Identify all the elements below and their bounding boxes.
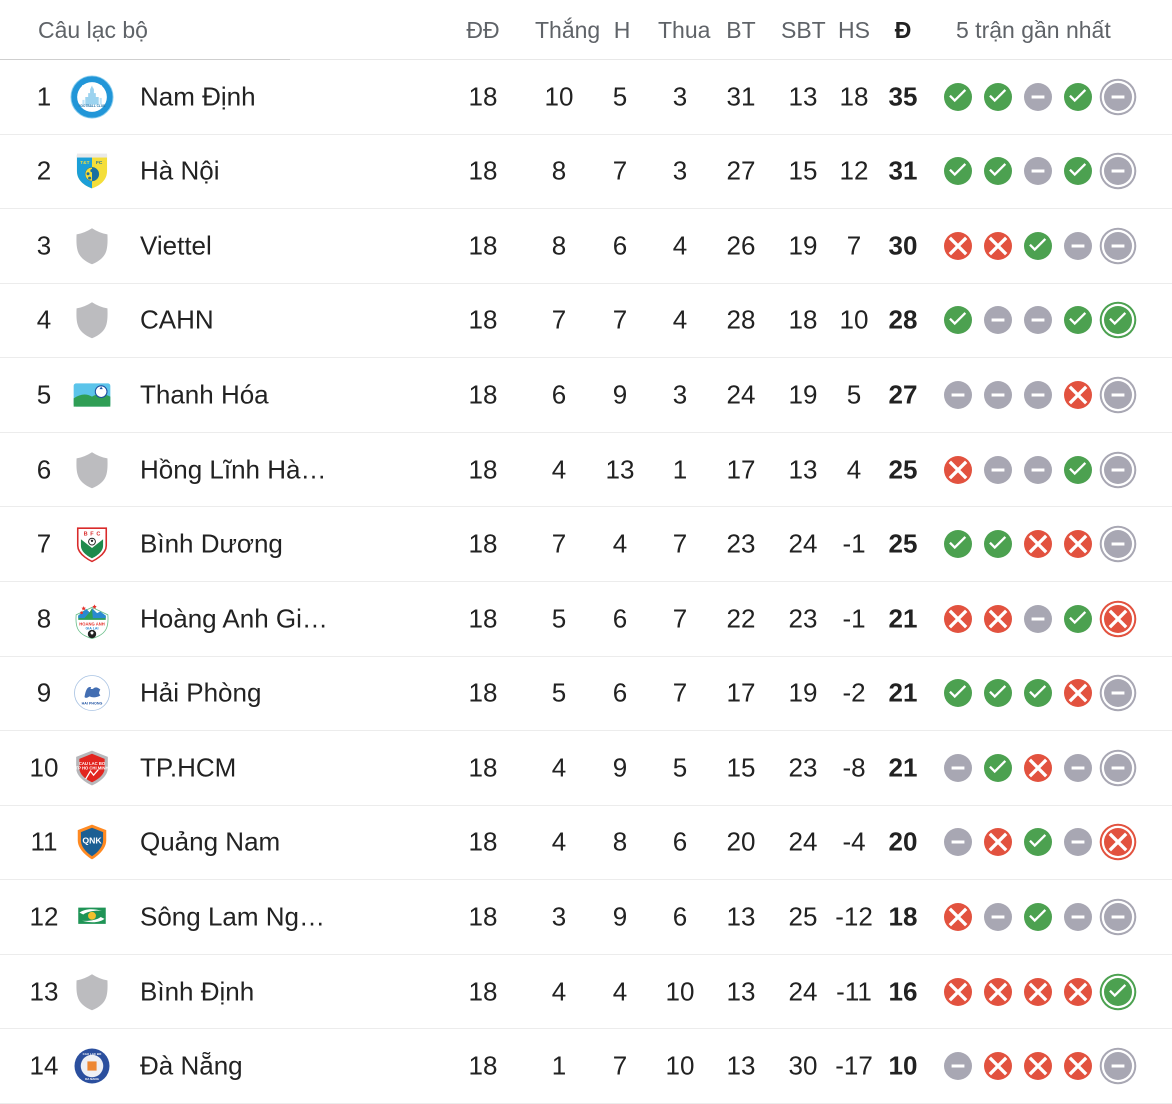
svg-text:GIA LAI: GIA LAI: [86, 626, 99, 630]
svg-text:QNK: QNK: [82, 836, 102, 846]
svg-text:CAU LAC BO: CAU LAC BO: [83, 1052, 102, 1056]
svg-text:F: F: [90, 531, 94, 537]
svg-text:C: C: [96, 531, 100, 537]
svg-text:HOANG ANH: HOANG ANH: [79, 621, 104, 626]
svg-text:B: B: [84, 531, 88, 537]
svg-text:DA NANG: DA NANG: [85, 1077, 99, 1081]
svg-text:HAI PHONG: HAI PHONG: [82, 702, 103, 706]
svg-text:T&T: T&T: [80, 160, 89, 166]
svg-text:TP HO CHI MINH: TP HO CHI MINH: [76, 765, 109, 770]
svg-text:FOOTBALL CLUB: FOOTBALL CLUB: [79, 104, 106, 108]
svg-text:NAM ĐỊNH: NAM ĐỊNH: [82, 83, 102, 88]
svg-text:FC: FC: [96, 160, 103, 166]
